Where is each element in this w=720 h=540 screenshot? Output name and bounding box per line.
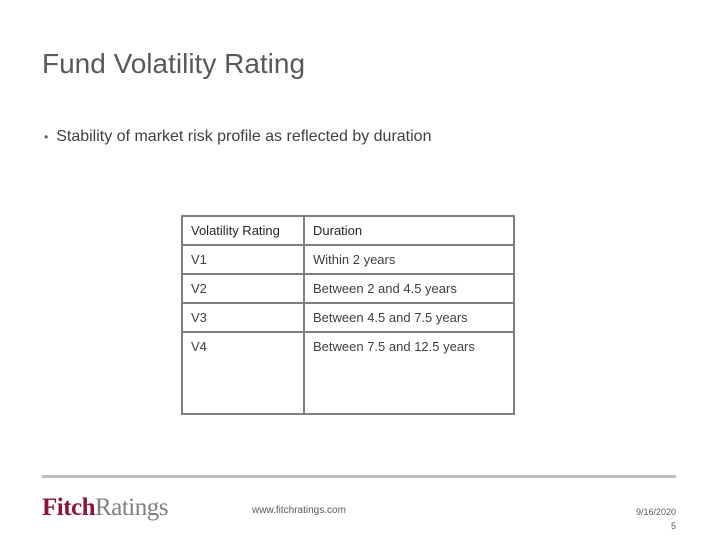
table-header-row: Volatility Rating Duration [181,215,515,246]
spacer-cell [181,360,305,415]
cell-rating: V1 [181,244,305,275]
header-duration: Duration [303,215,515,246]
logo-ratings: Ratings [95,494,168,521]
header-volatility-rating: Volatility Rating [181,215,305,246]
table-spacer-row [181,360,515,415]
footer-divider [42,475,676,478]
footer-date: 9/16/2020 [635,507,676,517]
page-number: 5 [670,521,676,531]
table-row: V1 Within 2 years [181,244,515,275]
table-row: V4 Between 7.5 and 12.5 years [181,331,515,360]
logo-fitch: Fitch [42,494,96,521]
table-row: V2 Between 2 and 4.5 years [181,273,515,304]
fitch-ratings-logo: FitchRatings [42,494,168,522]
bullet-item: • Stability of market risk profile as re… [44,128,431,146]
volatility-table: Volatility Rating Duration V1 Within 2 y… [181,215,515,415]
footer-url: www.fitchratings.com [252,505,346,516]
bullet-dot-icon: • [44,130,49,144]
table-row: V3 Between 4.5 and 7.5 years [181,302,515,333]
slide-title: Fund Volatility Rating [42,48,306,79]
cell-rating: V2 [181,273,305,304]
cell-duration: Between 7.5 and 12.5 years [303,331,515,360]
cell-rating: V3 [181,302,305,333]
bullet-text: Stability of market risk profile as refl… [56,128,432,145]
cell-duration: Between 2 and 4.5 years [303,273,515,304]
cell-rating: V4 [181,331,305,360]
cell-duration: Within 2 years [303,244,515,275]
cell-duration: Between 4.5 and 7.5 years [303,302,515,333]
spacer-cell [303,360,515,415]
